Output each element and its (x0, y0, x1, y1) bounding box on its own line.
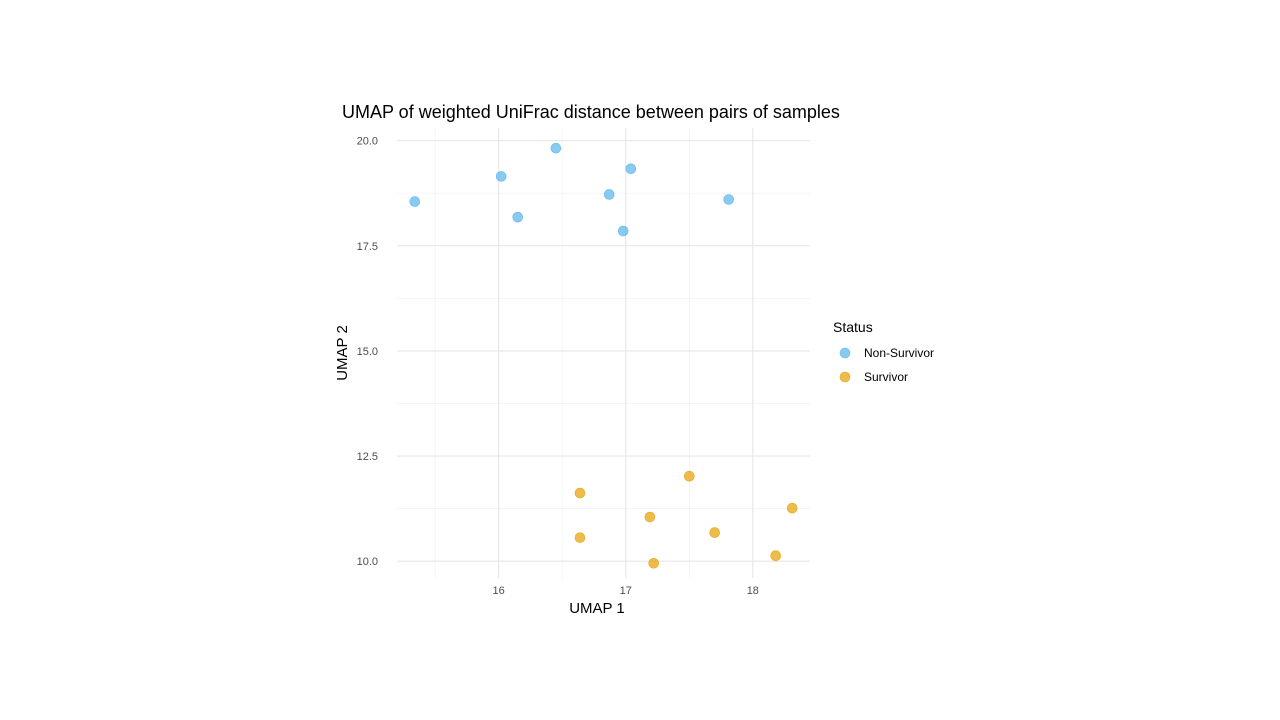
legend-title: Status (833, 319, 873, 335)
x-tick-label: 17 (620, 585, 632, 597)
survivor-point (786, 502, 798, 514)
non-survivor-point (495, 171, 507, 182)
y-tick-label: 10.0 (357, 556, 378, 568)
non-survivor-point (409, 196, 421, 207)
non-survivor-point (617, 225, 629, 237)
survivor-point (574, 532, 586, 543)
legend-key-survivor (839, 371, 851, 383)
survivor-point (770, 550, 781, 562)
y-axis-tick-labels: 10.0 12.5 15.0 17.5 20.0 (357, 136, 378, 569)
non-survivor-point (550, 142, 562, 154)
survivor-point (644, 511, 656, 523)
x-axis-tick-labels: 16 17 18 (493, 585, 759, 597)
data-points (409, 142, 798, 569)
non-survivor-point (625, 163, 637, 175)
legend-label-non-survivor: Non-Survivor (864, 346, 934, 360)
y-tick-label: 17.5 (357, 241, 378, 253)
x-axis-title: UMAP 1 (569, 600, 625, 617)
legend-label-survivor: Survivor (864, 370, 908, 384)
survivor-point (574, 487, 586, 499)
legend: Status Non-Survivor Survivor (833, 319, 934, 384)
y-tick-label: 12.5 (357, 451, 378, 463)
survivor-point (709, 527, 720, 538)
y-axis-title: UMAP 2 (334, 325, 351, 381)
y-tick-label: 15.0 (357, 346, 378, 358)
gridlines (397, 128, 810, 578)
non-survivor-point (512, 211, 524, 223)
legend-key-non-survivor (839, 347, 851, 359)
survivor-point (683, 470, 695, 482)
x-tick-label: 16 (493, 585, 505, 597)
survivor-point (648, 557, 659, 569)
chart-title: UMAP of weighted UniFrac distance betwee… (342, 102, 840, 122)
non-survivor-point (603, 189, 615, 200)
legend-entries: Non-Survivor Survivor (839, 346, 934, 384)
y-tick-label: 20.0 (357, 136, 378, 148)
x-tick-label: 18 (747, 585, 759, 597)
non-survivor-point (723, 194, 734, 205)
